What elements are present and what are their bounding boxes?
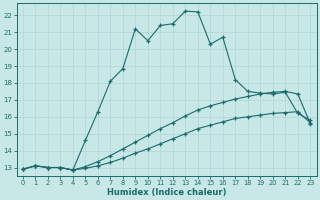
X-axis label: Humidex (Indice chaleur): Humidex (Indice chaleur) bbox=[107, 188, 226, 197]
